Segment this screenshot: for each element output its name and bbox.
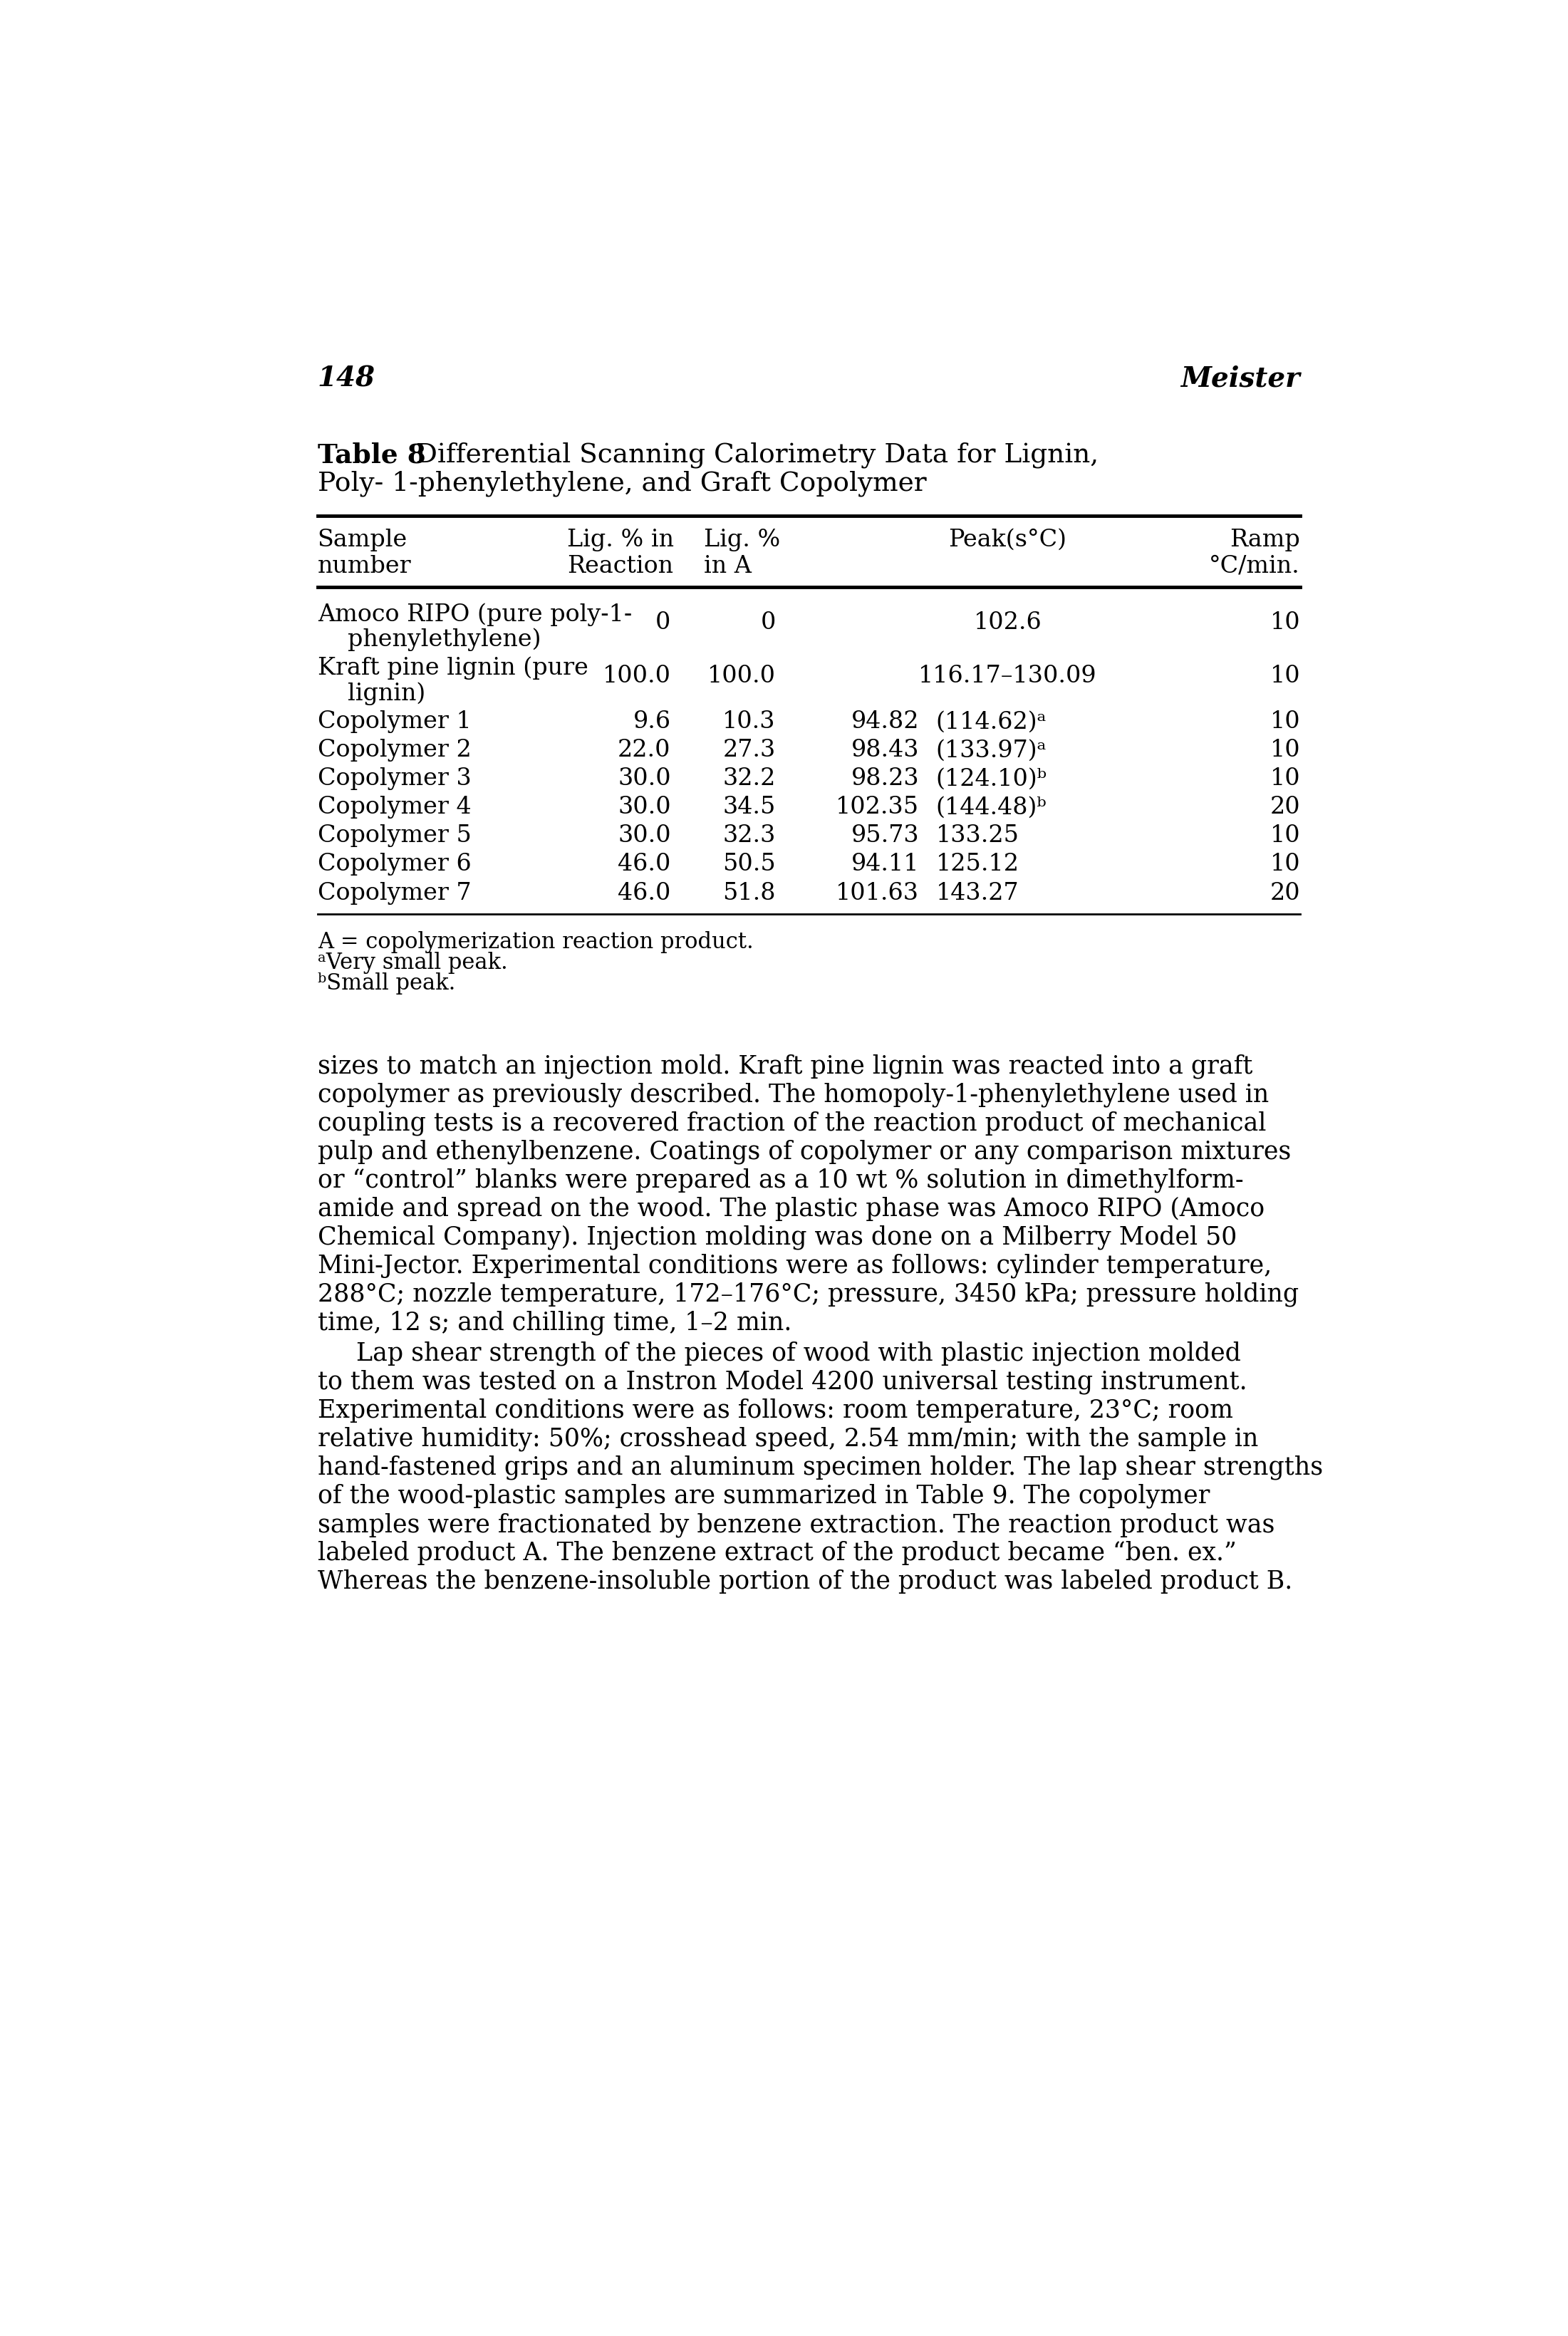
- Text: sizes to match an injection mold. Kraft pine lignin was reacted into a graft: sizes to match an injection mold. Kraft …: [317, 1054, 1253, 1079]
- Text: 10: 10: [1270, 666, 1300, 687]
- Text: Mini-Jector. Experimental conditions were as follows: cylinder temperature,: Mini-Jector. Experimental conditions wer…: [317, 1252, 1272, 1278]
- Text: Reaction: Reaction: [568, 554, 674, 577]
- Text: 0: 0: [760, 612, 776, 633]
- Text: 46.0: 46.0: [618, 853, 671, 876]
- Text: time, 12 s; and chilling time, 1–2 min.: time, 12 s; and chilling time, 1–2 min.: [317, 1310, 792, 1334]
- Text: 30.0: 30.0: [618, 825, 671, 848]
- Text: 34.5: 34.5: [723, 797, 776, 818]
- Text: labeled product A. The benzene extract of the product became “ben. ex.”: labeled product A. The benzene extract o…: [317, 1539, 1237, 1565]
- Text: 148: 148: [317, 364, 375, 392]
- Text: 22.0: 22.0: [618, 738, 671, 762]
- Text: 50.5: 50.5: [723, 853, 776, 876]
- Text: in A: in A: [704, 554, 751, 577]
- Text: Copolymer 4: Copolymer 4: [317, 797, 470, 818]
- Text: lignin): lignin): [348, 682, 425, 705]
- Text: relative humidity: 50%; crosshead speed, 2.54 mm/min; with the sample in: relative humidity: 50%; crosshead speed,…: [317, 1427, 1258, 1451]
- Text: A = copolymerization reaction product.: A = copolymerization reaction product.: [317, 930, 753, 953]
- Text: Lap shear strength of the pieces of wood with plastic injection molded: Lap shear strength of the pieces of wood…: [356, 1341, 1240, 1367]
- Text: Table 8: Table 8: [317, 442, 425, 470]
- Text: number: number: [317, 554, 411, 577]
- Text: (144.48)ᵇ: (144.48)ᵇ: [936, 797, 1047, 818]
- Text: Amoco RIPO (pure poly-1-: Amoco RIPO (pure poly-1-: [317, 603, 632, 626]
- Text: 10: 10: [1270, 738, 1300, 762]
- Text: 32.2: 32.2: [723, 766, 776, 790]
- Text: 51.8: 51.8: [723, 881, 776, 904]
- Text: Ramp: Ramp: [1229, 528, 1300, 551]
- Text: 10: 10: [1270, 766, 1300, 790]
- Text: Poly- 1-phenylethylene, and Graft Copolymer: Poly- 1-phenylethylene, and Graft Copoly…: [317, 470, 927, 498]
- Text: ᵇSmall peak.: ᵇSmall peak.: [317, 972, 455, 995]
- Text: Chemical Company). Injection molding was done on a Milberry Model 50: Chemical Company). Injection molding was…: [317, 1224, 1237, 1250]
- Text: Copolymer 6: Copolymer 6: [317, 853, 470, 876]
- Text: 100.0: 100.0: [602, 666, 671, 687]
- Text: 20: 20: [1270, 797, 1300, 818]
- Text: 10.3: 10.3: [723, 710, 776, 734]
- Text: of the wood-plastic samples are summarized in Table 9. The copolymer: of the wood-plastic samples are summariz…: [317, 1483, 1209, 1509]
- Text: Sample: Sample: [317, 528, 408, 551]
- Text: 94.11: 94.11: [851, 853, 919, 876]
- Text: °C/min.: °C/min.: [1209, 554, 1300, 577]
- Text: 0: 0: [655, 612, 671, 633]
- Text: 20: 20: [1270, 881, 1300, 904]
- Text: amide and spread on the wood. The plastic phase was Amoco RIPO (Amoco: amide and spread on the wood. The plasti…: [317, 1196, 1264, 1219]
- Text: Meister: Meister: [1181, 364, 1300, 392]
- Text: 10: 10: [1270, 853, 1300, 876]
- Text: (114.62)ᵃ: (114.62)ᵃ: [936, 710, 1046, 734]
- Text: Differential Scanning Calorimetry Data for Lignin,: Differential Scanning Calorimetry Data f…: [400, 442, 1099, 467]
- Text: Copolymer 2: Copolymer 2: [317, 738, 470, 762]
- Text: (124.10)ᵇ: (124.10)ᵇ: [936, 766, 1047, 790]
- Text: 143.27: 143.27: [936, 881, 1019, 904]
- Text: 98.43: 98.43: [851, 738, 919, 762]
- Text: copolymer as previously described. The homopoly-1-phenylethylene used in: copolymer as previously described. The h…: [317, 1082, 1269, 1107]
- Text: Lig. % in: Lig. % in: [566, 528, 674, 551]
- Text: 125.12: 125.12: [936, 853, 1019, 876]
- Text: 46.0: 46.0: [618, 881, 671, 904]
- Text: 102.6: 102.6: [974, 612, 1041, 633]
- Text: or “control” blanks were prepared as a 10 wt % solution in dimethylform-: or “control” blanks were prepared as a 1…: [317, 1168, 1243, 1191]
- Text: 288°C; nozzle temperature, 172–176°C; pressure, 3450 kPa; pressure holding: 288°C; nozzle temperature, 172–176°C; pr…: [317, 1282, 1298, 1306]
- Text: Copolymer 5: Copolymer 5: [317, 825, 472, 848]
- Text: Peak(s°C): Peak(s°C): [949, 528, 1066, 551]
- Text: 30.0: 30.0: [618, 766, 671, 790]
- Text: 30.0: 30.0: [618, 797, 671, 818]
- Text: 116.17–130.09: 116.17–130.09: [919, 666, 1098, 687]
- Text: 10: 10: [1270, 710, 1300, 734]
- Text: Copolymer 7: Copolymer 7: [317, 881, 470, 904]
- Text: Kraft pine lignin (pure: Kraft pine lignin (pure: [317, 656, 588, 680]
- Text: to them was tested on a Instron Model 4200 universal testing instrument.: to them was tested on a Instron Model 42…: [317, 1369, 1247, 1395]
- Text: (133.97)ᵃ: (133.97)ᵃ: [936, 738, 1046, 762]
- Text: hand-fastened grips and an aluminum specimen holder. The lap shear strengths: hand-fastened grips and an aluminum spec…: [317, 1455, 1323, 1479]
- Text: 102.35: 102.35: [836, 797, 919, 818]
- Text: Lig. %: Lig. %: [704, 528, 781, 551]
- Text: coupling tests is a recovered fraction of the reaction product of mechanical: coupling tests is a recovered fraction o…: [317, 1110, 1265, 1135]
- Text: 95.73: 95.73: [851, 825, 919, 848]
- Text: Whereas the benzene-insoluble portion of the product was labeled product B.: Whereas the benzene-insoluble portion of…: [317, 1570, 1292, 1593]
- Text: pulp and ethenylbenzene. Coatings of copolymer or any comparison mixtures: pulp and ethenylbenzene. Coatings of cop…: [317, 1140, 1290, 1163]
- Text: 133.25: 133.25: [936, 825, 1019, 848]
- Text: 10: 10: [1270, 612, 1300, 633]
- Text: samples were fractionated by benzene extraction. The reaction product was: samples were fractionated by benzene ext…: [317, 1511, 1275, 1537]
- Text: 98.23: 98.23: [851, 766, 919, 790]
- Text: 32.3: 32.3: [723, 825, 776, 848]
- Text: Copolymer 3: Copolymer 3: [317, 766, 470, 790]
- Text: Experimental conditions were as follows: room temperature, 23°C; room: Experimental conditions were as follows:…: [317, 1397, 1232, 1423]
- Text: Copolymer 1: Copolymer 1: [317, 710, 470, 734]
- Text: 94.82: 94.82: [851, 710, 919, 734]
- Text: 100.0: 100.0: [707, 666, 776, 687]
- Text: ᵃVery small peak.: ᵃVery small peak.: [317, 951, 508, 974]
- Text: 10: 10: [1270, 825, 1300, 848]
- Text: 101.63: 101.63: [836, 881, 919, 904]
- Text: 9.6: 9.6: [633, 710, 671, 734]
- Text: phenylethylene): phenylethylene): [348, 628, 541, 652]
- Text: 27.3: 27.3: [723, 738, 776, 762]
